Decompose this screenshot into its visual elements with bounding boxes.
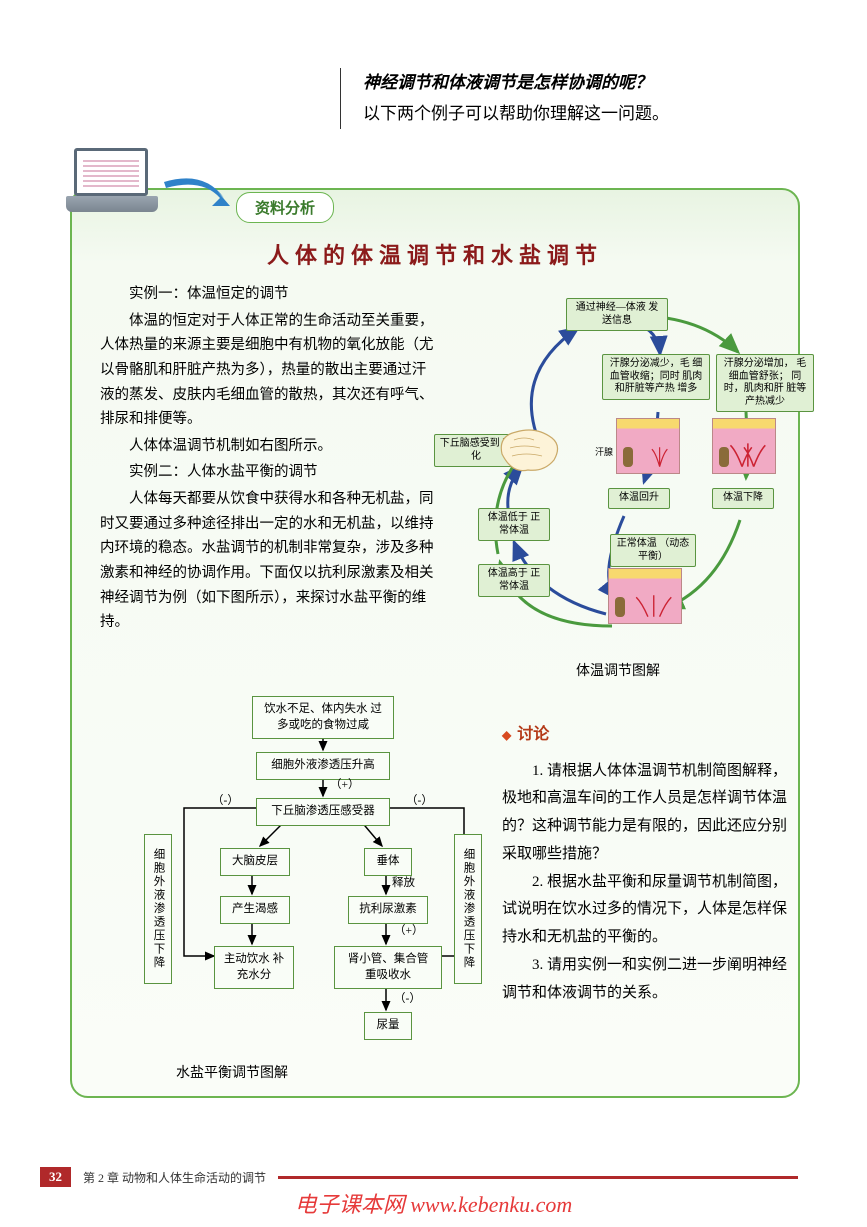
flow-minusR: （-） xyxy=(406,792,433,808)
flow-b6r: 肾小管、集合管 重吸收水 xyxy=(334,946,442,989)
flow-b1: 饮水不足、体内失水 过多或吃的食物过咸 xyxy=(252,696,394,739)
p3: 人体每天都要从饮食中获得水和各种无机盐，同时又要通过多种途径排出一定的水和无机盐… xyxy=(100,487,440,635)
discussion-head: 讨论 xyxy=(502,720,792,750)
water-salt-flowchart: 饮水不足、体内失水 过多或吃的食物过咸 细胞外液渗透压升高 （+） 下丘脑渗透压… xyxy=(168,696,478,1076)
intro-block: 神经调节和体液调节是怎样协调的呢？ 以下两个例子可以帮助你理解这一问题。 xyxy=(340,68,780,129)
watermark: 电子课本网 www.kebenku.com xyxy=(0,1187,867,1219)
p1-head: 实例一：体温恒定的调节 xyxy=(100,282,440,307)
flow-b5r: 抗利尿激素 xyxy=(348,896,428,924)
node-normal: 正常体温 （动态平衡） xyxy=(610,534,696,567)
body-text: 实例一：体温恒定的调节 体温的恒定对于人体正常的生命活动至关重要，人体热量的来源… xyxy=(100,282,440,637)
flow-minus2: （-） xyxy=(394,990,421,1006)
flow-b2: 细胞外液渗透压升高 xyxy=(256,752,390,780)
tag-label: 资料分析 xyxy=(236,192,334,223)
flow-plus1: （+） xyxy=(330,776,360,792)
chapter-title: 第 2 章 动物和人体生命活动的调节 xyxy=(83,1169,266,1186)
swoosh-arrow-icon xyxy=(160,176,240,218)
flow-release: 释放 xyxy=(392,874,415,890)
node-top: 通过神经—体液 发送信息 xyxy=(566,298,668,331)
discussion-block: 讨论 1. 请根据人体体温调节机制简图解释，极地和高温车间的工作人员是怎样调节体… xyxy=(502,720,792,1007)
flow-b4r: 垂体 xyxy=(364,848,412,876)
flow-b6l: 主动饮水 补充水分 xyxy=(214,946,294,989)
flow-sideL: 细胞外液渗透压下降 xyxy=(144,834,172,984)
flow-plus2: （+） xyxy=(394,922,424,938)
flow-caption: 水盐平衡调节图解 xyxy=(176,1062,288,1082)
p1: 体温的恒定对于人体正常的生命活动至关重要，人体热量的来源主要是细胞中有机物的氧化… xyxy=(100,309,440,432)
footer-bar xyxy=(278,1176,798,1179)
circ-caption: 体温调节图解 xyxy=(448,660,788,680)
flow-sideR: 细胞外液渗透压下降 xyxy=(454,834,482,984)
p3-head: 实例二：人体水盐平衡的调节 xyxy=(100,460,440,485)
flow-b7: 尿量 xyxy=(364,1012,412,1040)
page-number: 32 xyxy=(40,1167,71,1187)
node-right-up: 汗腺分泌增加， 毛细血管舒张； 同时，肌肉和肝 脏等产热减少 xyxy=(716,354,814,412)
flow-minusL: （-） xyxy=(212,792,239,808)
temperature-diagram: 通过神经—体液 发送信息 汗腺分泌减少，毛 细血管收缩；同时 肌肉和肝脏等产热 … xyxy=(448,276,788,656)
flow-b3: 下丘脑渗透压感受器 xyxy=(256,798,390,826)
flow-b4l: 大脑皮层 xyxy=(220,848,290,876)
intro-line1: 神经调节和体液调节是怎样协调的呢？ xyxy=(363,68,780,99)
analysis-panel: 资料分析 人体的体温调节和水盐调节 实例一：体温恒定的调节 体温的恒定对于人体正… xyxy=(70,188,800,1098)
p2: 人体体温调节机制如右图所示。 xyxy=(100,434,440,459)
node-rise: 体温回升 xyxy=(608,488,670,509)
discussion-q3: 3. 请用实例一和实例二进一步阐明神经调节和体液调节的关系。 xyxy=(502,952,792,1008)
flow-b5l: 产生渴感 xyxy=(220,896,290,924)
brain-icon xyxy=(494,424,564,476)
sweat-label: 汗腺 xyxy=(595,445,613,458)
intro-line2: 以下两个例子可以帮助你理解这一问题。 xyxy=(363,99,780,130)
node-low: 体温低于 正常体温 xyxy=(478,508,550,541)
skin-normal-icon xyxy=(608,568,682,624)
skin-cold-icon: 汗腺 xyxy=(616,418,680,474)
node-left-up: 汗腺分泌减少，毛 细血管收缩；同时 肌肉和肝脏等产热 增多 xyxy=(602,354,710,400)
laptop-icon xyxy=(66,148,166,220)
node-fall: 体温下降 xyxy=(712,488,774,509)
section-title: 人体的体温调节和水盐调节 xyxy=(72,238,798,270)
skin-hot-icon xyxy=(712,418,776,474)
discussion-q2: 2. 根据水盐平衡和尿量调节机制简图，试说明在饮水过多的情况下，人体是怎样保持水… xyxy=(502,869,792,952)
page-footer: 32 第 2 章 动物和人体生命活动的调节 xyxy=(40,1167,820,1189)
discussion-q1: 1. 请根据人体体温调节机制简图解释，极地和高温车间的工作人员是怎样调节体温的？… xyxy=(502,758,792,869)
node-high: 体温高于 正常体温 xyxy=(478,564,550,597)
